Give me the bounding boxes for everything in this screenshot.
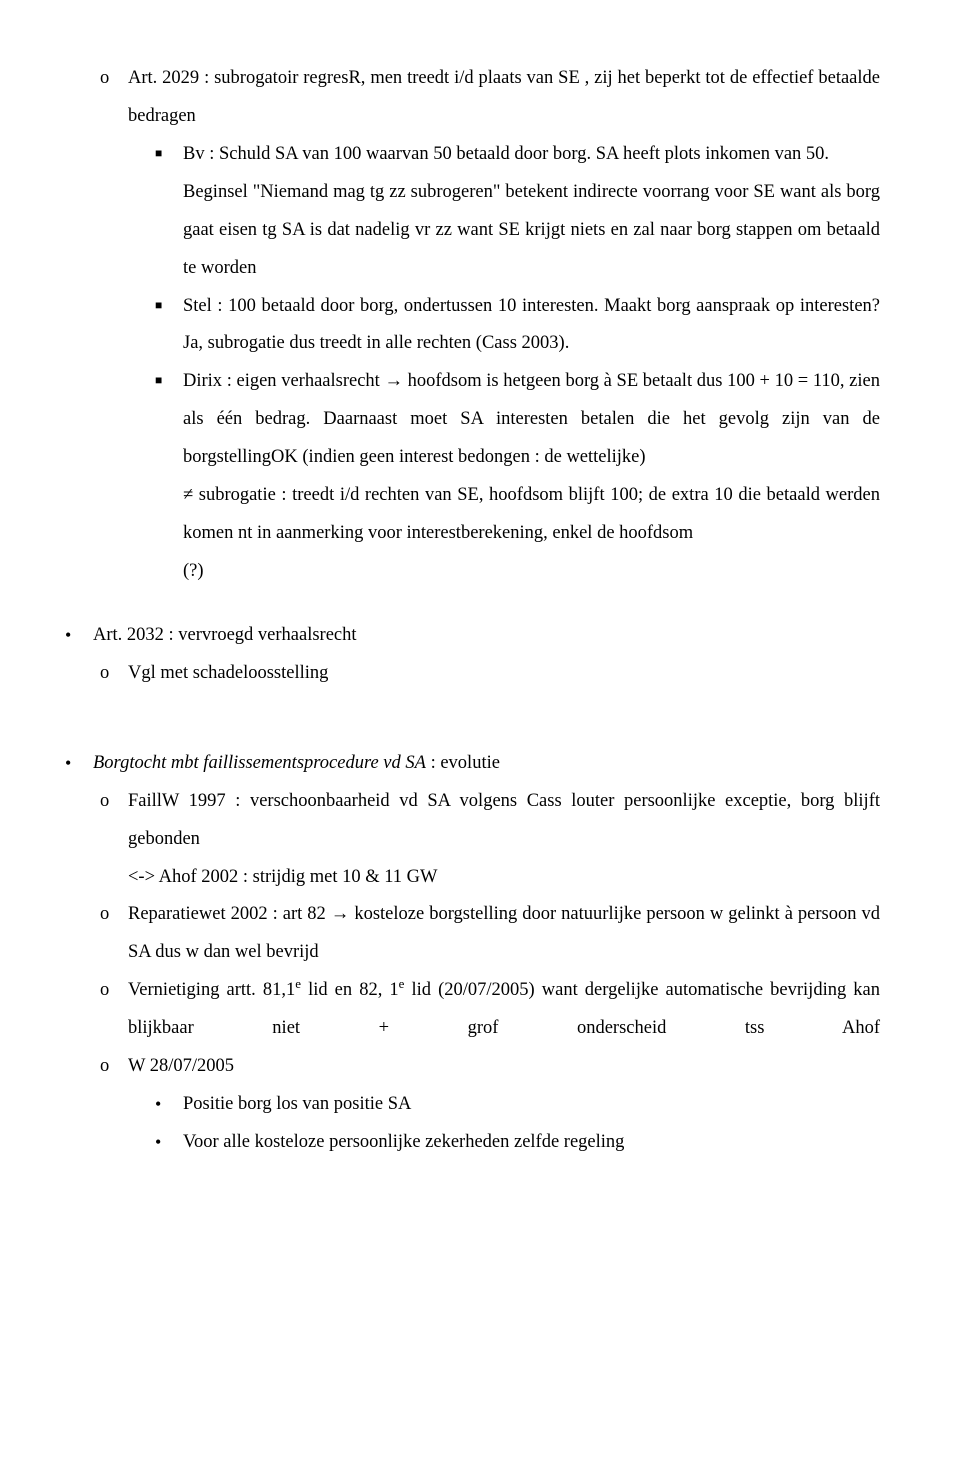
paragraph-text: Borgtocht mbt faillissementsprocedure vd…: [93, 745, 880, 783]
bullet-marker-icon: •: [155, 1086, 183, 1123]
circle-marker: o: [100, 783, 128, 821]
circle-marker: o: [100, 1048, 128, 1086]
bullet-marker-icon: •: [65, 745, 93, 782]
circle-marker: o: [100, 972, 128, 1010]
list-item: o Vgl met schadeloosstelling: [100, 655, 880, 693]
paragraph-text: Art. 2032 : vervroegd verhaalsrecht: [93, 617, 880, 655]
italic-text: Borgtocht mbt faillissementsprocedure vd…: [93, 753, 426, 773]
list-item: • Voor alle kosteloze persoonlijke zeker…: [155, 1124, 880, 1162]
list-item: (?): [155, 553, 880, 591]
paragraph-text: Vgl met schadeloosstelling: [128, 655, 880, 693]
text-span: Vernietiging artt. 81,1: [128, 980, 295, 1000]
list-item: o FaillW 1997 : verschoonbaarheid vd SA …: [100, 783, 880, 859]
text-span: : evolutie: [426, 753, 500, 773]
list-item: ■ Stel : 100 betaald door borg, ondertus…: [155, 288, 880, 364]
list-item: ≠ subrogatie : treedt i/d rechten van SE…: [155, 477, 880, 553]
paragraph-text: ≠ subrogatie : treedt i/d rechten van SE…: [183, 477, 880, 553]
bullet-marker-icon: •: [65, 617, 93, 654]
paragraph-text: FaillW 1997 : verschoonbaarheid vd SA vo…: [128, 783, 880, 859]
circle-marker: o: [100, 896, 128, 934]
list-item: • Positie borg los van positie SA: [155, 1086, 880, 1124]
circle-marker: o: [100, 60, 128, 98]
paragraph-text: Reparatiewet 2002 : art 82 → kosteloze b…: [128, 896, 880, 972]
paragraph-text: Beginsel "Niemand mag tg zz subrogeren" …: [183, 174, 880, 288]
list-item: • Art. 2032 : vervroegd verhaalsrecht: [65, 617, 880, 655]
list-item: ■ Dirix : eigen verhaalsrecht → hoofdsom…: [155, 363, 880, 477]
list-item: • Borgtocht mbt faillissementsprocedure …: [65, 745, 880, 783]
paragraph-text: Voor alle kosteloze persoonlijke zekerhe…: [183, 1124, 880, 1162]
list-item: o Art. 2029 : subrogatoir regresR, men t…: [100, 60, 880, 136]
paragraph-text: Dirix : eigen verhaalsrecht → hoofdsom i…: [183, 363, 880, 477]
paragraph-text: W 28/07/2005: [128, 1048, 880, 1086]
circle-marker: o: [100, 655, 128, 693]
list-item: o W 28/07/2005: [100, 1048, 880, 1086]
paragraph-text: Vernietiging artt. 81,1e lid en 82, 1e l…: [128, 972, 880, 1048]
list-item: o Vernietiging artt. 81,1e lid en 82, 1e…: [100, 972, 880, 1048]
paragraph-text: Bv : Schuld SA van 100 waarvan 50 betaal…: [183, 136, 880, 174]
bullet-marker-icon: •: [155, 1124, 183, 1161]
paragraph-text: Positie borg los van positie SA: [183, 1086, 880, 1124]
paragraph-text: <-> Ahof 2002 : strijdig met 10 & 11 GW: [128, 859, 880, 897]
square-marker-icon: ■: [155, 136, 183, 171]
paragraph-text: Art. 2029 : subrogatoir regresR, men tre…: [128, 60, 880, 136]
paragraph-text: Stel : 100 betaald door borg, ondertusse…: [183, 288, 880, 364]
list-item: Beginsel "Niemand mag tg zz subrogeren" …: [155, 174, 880, 288]
list-item: o Reparatiewet 2002 : art 82 → kosteloze…: [100, 896, 880, 972]
square-marker-icon: ■: [155, 363, 183, 398]
text-span: lid en 82, 1: [301, 980, 399, 1000]
square-marker-icon: ■: [155, 288, 183, 323]
list-item: <-> Ahof 2002 : strijdig met 10 & 11 GW: [100, 859, 880, 897]
list-item: ■ Bv : Schuld SA van 100 waarvan 50 beta…: [155, 136, 880, 174]
paragraph-text: (?): [183, 553, 880, 591]
